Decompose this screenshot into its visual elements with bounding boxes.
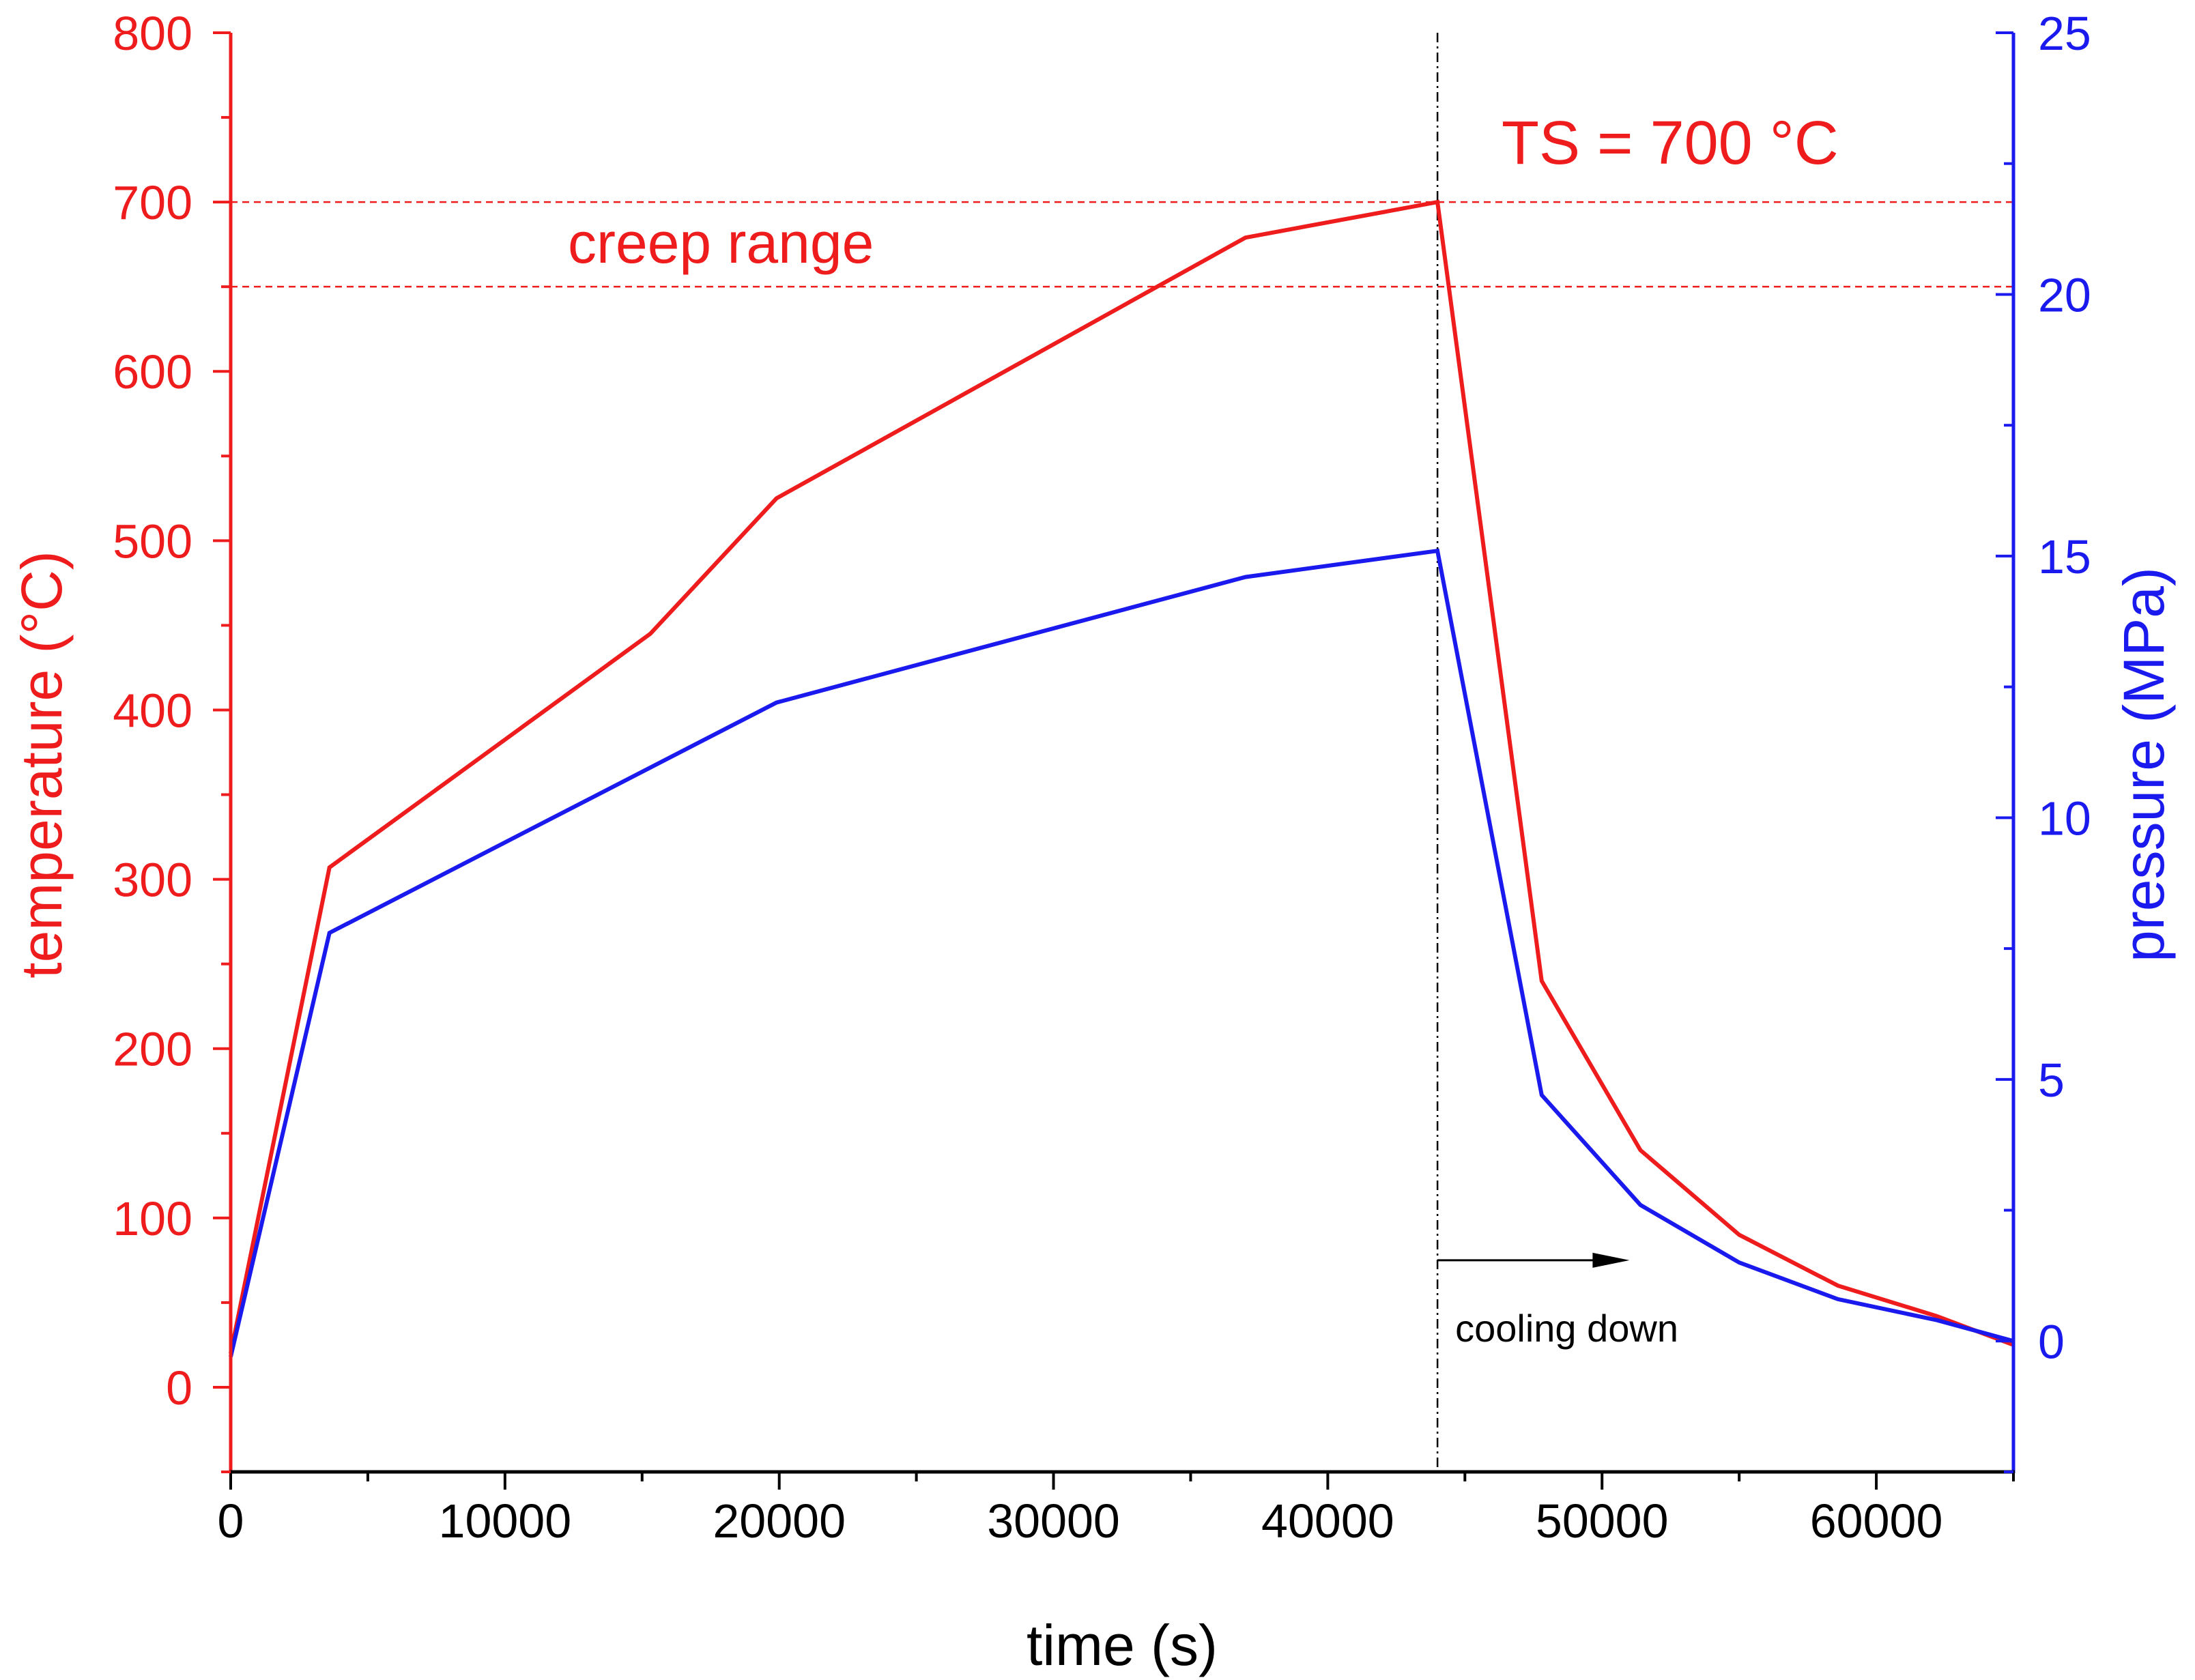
y-right-tick-label: 15 <box>2038 530 2091 583</box>
cooling-arrow-head <box>1592 1252 1630 1268</box>
cooling-down-annotation: cooling down <box>1455 1307 1678 1350</box>
x-axis-title: time (s) <box>1027 1613 1218 1677</box>
y-right-tick-label: 25 <box>2038 7 2091 60</box>
x-tick-label: 60000 <box>1810 1494 1943 1548</box>
x-tick-label: 30000 <box>987 1494 1120 1548</box>
y-left-tick-label: 300 <box>113 854 192 907</box>
axes <box>229 33 2015 1474</box>
reference-lines <box>231 201 2013 288</box>
y-left-tick-label: 500 <box>113 515 192 568</box>
vertical-marker-group <box>1436 33 1630 1472</box>
y-left-tick-label: 200 <box>113 1023 192 1076</box>
y-right-tick-label: 5 <box>2038 1054 2065 1107</box>
y-left-tick-label: 0 <box>166 1361 192 1415</box>
y-left-tick-label: 400 <box>113 684 192 737</box>
x-tick-label: 10000 <box>439 1494 572 1548</box>
y-left-tick-label: 700 <box>113 176 192 229</box>
creep-range-annotation: creep range <box>568 211 874 275</box>
x-tick-label: 50000 <box>1536 1494 1669 1548</box>
series-line-pressure <box>229 548 2014 1357</box>
y-left-tick-label: 100 <box>113 1192 192 1245</box>
y-right-tick-label: 20 <box>2038 268 2091 321</box>
series-line-temperature <box>229 199 2015 1354</box>
ticks <box>213 31 2015 1490</box>
y-left-tick-label: 600 <box>113 345 192 399</box>
y-right-tick-label: 0 <box>2038 1315 2065 1368</box>
y-right-tick-label: 10 <box>2038 792 2091 845</box>
x-tick-label: 40000 <box>1261 1494 1394 1548</box>
y-left-tick-label: 800 <box>113 7 192 60</box>
tick-labels: 0 10000 20000 30000 40000 50000 60000010020030… <box>113 7 2091 1548</box>
x-tick-label: 0 <box>218 1494 244 1548</box>
series-layer <box>229 199 2015 1357</box>
x-tick-label: 20000 <box>713 1494 846 1548</box>
y-right-axis-title: pressure (MPa) <box>2112 567 2176 962</box>
ts-annotation: TS = 700 °C <box>1502 109 1839 177</box>
y-left-axis-title: temperature (°C) <box>10 551 74 978</box>
